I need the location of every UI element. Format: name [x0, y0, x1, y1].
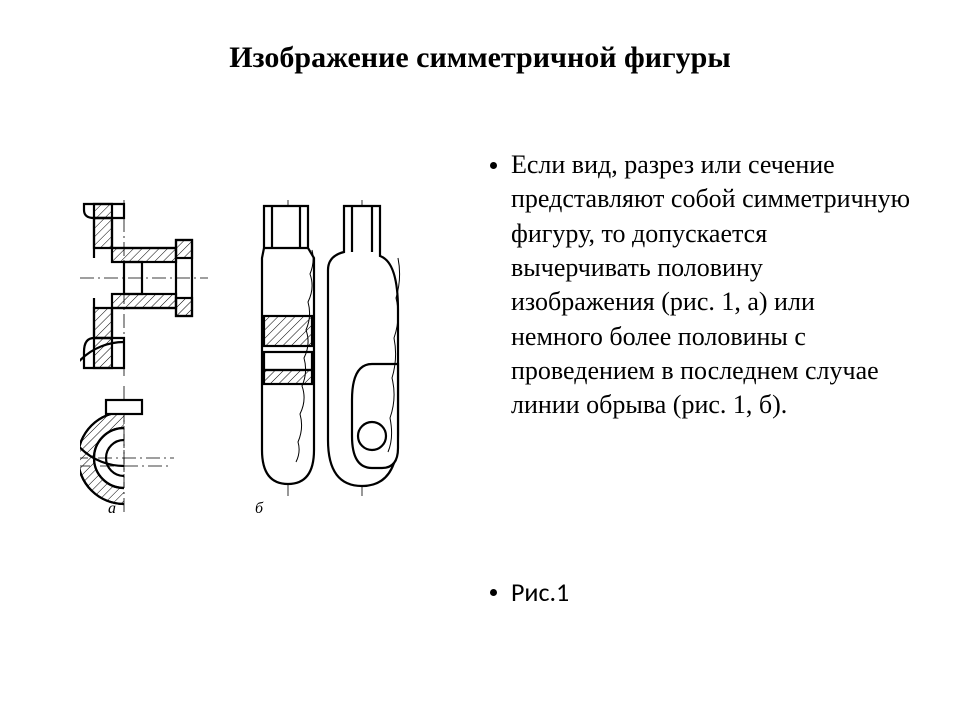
subfigure-b	[262, 200, 400, 498]
caption-bullet: Рис.1	[490, 575, 910, 609]
slide: Изображение симметричной фигуры	[0, 0, 960, 720]
bullet-dot-icon	[490, 589, 497, 596]
bullet-dot-icon	[490, 162, 497, 169]
page-title: Изображение симметричной фигуры	[0, 40, 960, 76]
technical-drawing	[80, 200, 420, 530]
figure-label-b: б	[255, 500, 263, 518]
subfigure-a	[80, 200, 208, 526]
figure-caption: Рис.1	[511, 575, 569, 609]
body-bullet: Если вид, разрез или сечение представляю…	[490, 148, 910, 423]
text-column: Если вид, разрез или сечение представляю…	[490, 148, 910, 641]
figure-label-a: а	[108, 500, 116, 518]
body-text: Если вид, разрез или сечение представляю…	[511, 148, 910, 423]
figure-area: а б	[80, 200, 420, 530]
